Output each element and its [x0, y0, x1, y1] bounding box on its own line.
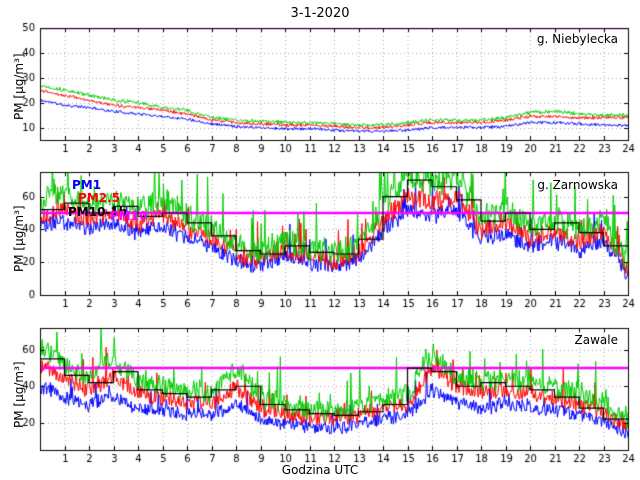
x-axis-label: Godzina UTC — [281, 463, 359, 477]
y-axis-label-panel3: PM [µg/m³] — [12, 361, 26, 428]
y-axis-label-panel1: PM [µg/m³] — [12, 53, 26, 120]
legend-pm10: PM10 — [110, 209, 148, 223]
station-label-zawale: Zawale — [574, 333, 618, 347]
legend-pm1: PM1 — [72, 178, 102, 192]
legend-pm25: PM2.5 — [78, 191, 120, 205]
station-label-niebylecka: g. Niebylecka — [536, 32, 618, 46]
legend-pm10-1h: PM10-1h — [68, 205, 128, 219]
y-axis-label-panel2: PM [µg/m³] — [12, 205, 26, 272]
chart-title: 3-1-2020 — [290, 6, 350, 21]
station-label-zarnowska: g. Zarnowska — [537, 178, 618, 192]
